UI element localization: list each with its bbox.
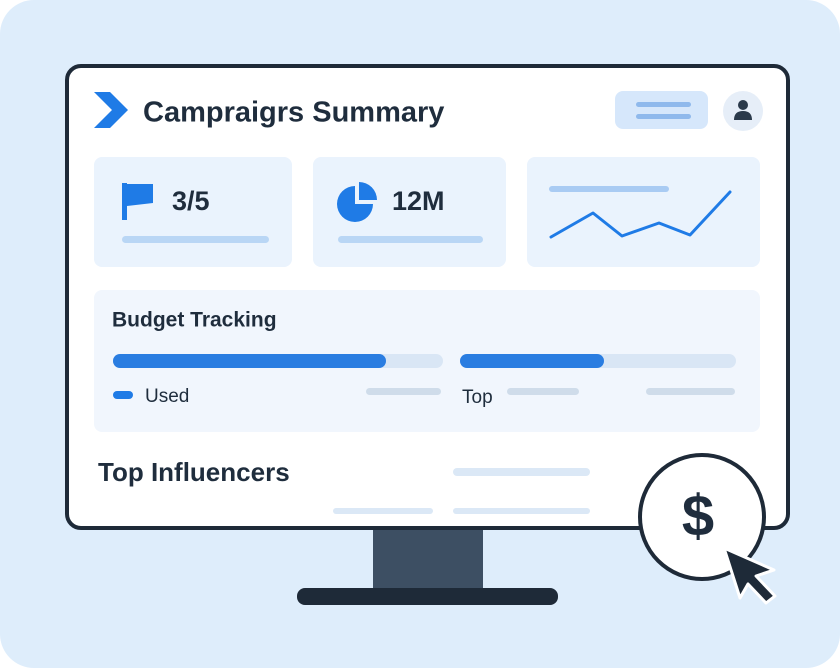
placeholder-bar xyxy=(453,508,590,514)
trend-card xyxy=(527,157,760,267)
pie-icon xyxy=(337,182,377,222)
section-title: Top Influencers xyxy=(98,457,290,487)
stat-value: 3/5 xyxy=(172,186,210,216)
page-title: Campraigrs Summary xyxy=(143,97,444,129)
section-title: Budget Tracking xyxy=(112,309,277,332)
placeholder-bar xyxy=(366,388,441,395)
menu-button[interactable] xyxy=(615,91,708,129)
trend-line xyxy=(549,190,732,239)
legend-label: Top xyxy=(462,387,493,408)
dollar-badge[interactable] xyxy=(638,453,766,581)
legend-swatch xyxy=(113,391,133,399)
monitor-base xyxy=(297,588,558,605)
placeholder-bar xyxy=(507,388,579,395)
avatar[interactable] xyxy=(723,91,763,131)
stat-bar xyxy=(338,236,483,243)
progress-fill xyxy=(113,354,386,368)
monitor-stand xyxy=(373,526,483,592)
placeholder-bar xyxy=(333,508,433,514)
stat-bar xyxy=(122,236,269,243)
flag-icon xyxy=(122,183,153,220)
legend-label: Used xyxy=(145,386,189,407)
logo xyxy=(94,92,128,128)
dollar-symbol: $ xyxy=(682,483,714,548)
placeholder-bar xyxy=(453,468,590,476)
progress-fill xyxy=(460,354,604,368)
placeholder-bar xyxy=(646,388,735,395)
trend-bar xyxy=(549,186,669,192)
stat-value: 12M xyxy=(392,186,445,216)
cursor xyxy=(722,546,777,605)
